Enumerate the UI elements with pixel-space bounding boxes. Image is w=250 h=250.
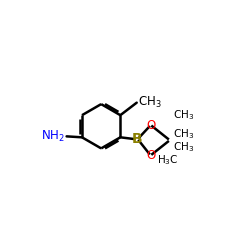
- Text: NH$_2$: NH$_2$: [41, 129, 65, 144]
- Text: CH$_3$: CH$_3$: [138, 95, 161, 110]
- Text: H$_3$C: H$_3$C: [157, 153, 179, 167]
- Text: O: O: [146, 148, 155, 162]
- Text: CH$_3$: CH$_3$: [173, 127, 194, 141]
- Text: O: O: [146, 119, 155, 132]
- Text: B: B: [132, 132, 142, 146]
- Text: CH$_3$: CH$_3$: [173, 140, 194, 154]
- Text: CH$_3$: CH$_3$: [173, 109, 194, 122]
